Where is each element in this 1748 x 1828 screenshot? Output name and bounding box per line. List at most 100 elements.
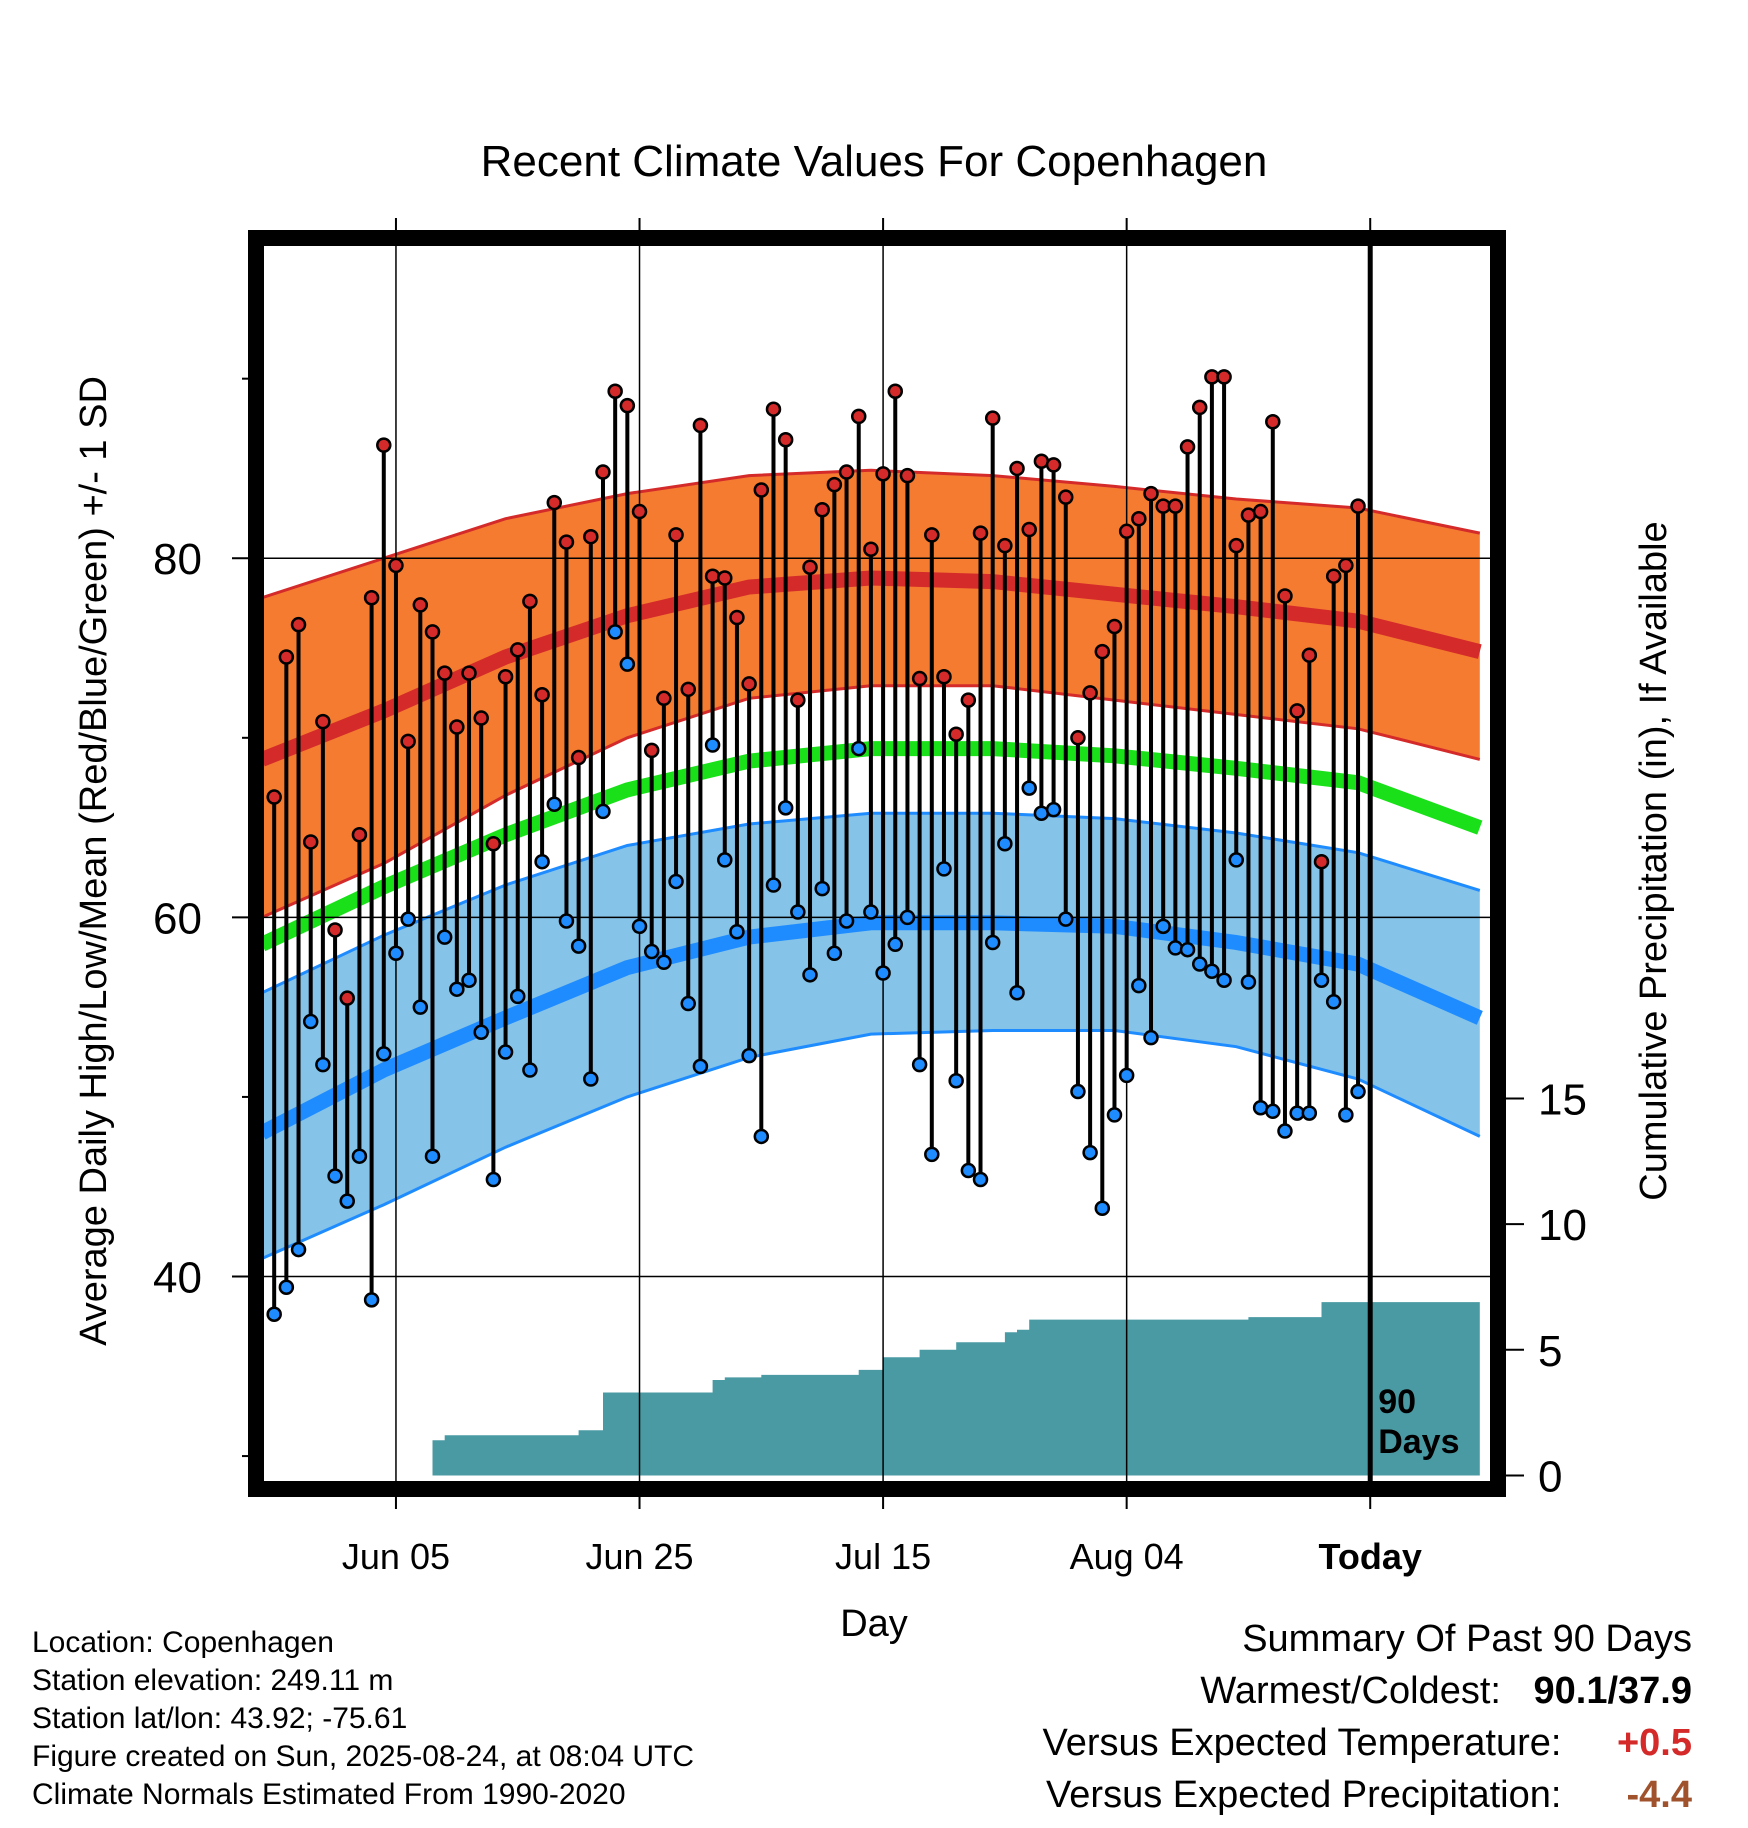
daily-low-point: [1191, 956, 1208, 972]
daily-low-point: [583, 1071, 599, 1087]
daily-low-point: [717, 852, 733, 868]
daily-low-point: [570, 938, 587, 954]
low-lower-edge: [262, 1029, 1481, 1260]
daily-high-point: [680, 681, 696, 698]
summary-temp-row: Versus Expected Temperature: +0.5: [1043, 1722, 1692, 1765]
daily-low-point: [1058, 911, 1074, 927]
precip-label: Versus Expected Precipitation:: [1046, 1774, 1562, 1816]
daily-low-point: [339, 1193, 355, 1209]
daily-low-point: [558, 913, 575, 929]
daily-low-point: [400, 911, 416, 927]
daily-high-point: [643, 742, 660, 759]
y2-tick-label: 10: [1538, 1201, 1587, 1250]
daily-low-point: [607, 624, 623, 640]
precipitation-area: [274, 1302, 1480, 1476]
daily-high-point: [461, 665, 477, 681]
y2-tick-label: 15: [1538, 1075, 1587, 1124]
daily-high-point: [741, 676, 757, 692]
daily-high-point: [1350, 498, 1366, 514]
y2-axis-label: Cumulative Precipitation (in), If Availa…: [1633, 521, 1675, 1200]
daily-high-point: [924, 527, 940, 543]
daily-high-point: [266, 789, 282, 805]
daily-low-point: [875, 965, 891, 981]
elevation-text: Station elevation: 249.11 m: [32, 1664, 394, 1697]
daily-low-point: [814, 880, 830, 897]
high-upper-edge: [262, 468, 1481, 600]
daily-high-point: [1265, 414, 1281, 430]
daily-high-point: [424, 624, 441, 640]
daily-low-point: [863, 904, 879, 920]
x-tick-label: Jun 05: [342, 1536, 450, 1577]
daily-high-point: [899, 467, 916, 484]
daily-high-point: [315, 713, 331, 730]
daily-low-point: [351, 1148, 368, 1164]
daily-low-point: [1313, 972, 1330, 988]
daily-high-point: [302, 834, 319, 850]
daily-high-point: [972, 525, 989, 541]
daily-high-point: [534, 686, 550, 703]
daily-low-point: [1045, 801, 1062, 818]
daily-low-point: [363, 1292, 380, 1308]
daily-high-point: [814, 502, 830, 518]
daily-high-point: [1277, 588, 1293, 604]
daily-high-point: [850, 408, 867, 425]
daily-high-point: [412, 597, 429, 613]
today-marker-label-line: Days: [1378, 1423, 1459, 1461]
summary-precip-row: Versus Expected Precipitation: -4.4: [1046, 1774, 1692, 1817]
daily-high-point: [911, 670, 928, 687]
daily-high-point: [802, 559, 818, 575]
y2-tick-label: 0: [1538, 1452, 1562, 1501]
x-tick-label: Aug 04: [1070, 1536, 1184, 1577]
daily-low-point: [534, 853, 550, 870]
daily-high-point: [1325, 568, 1342, 584]
daily-low-point: [936, 861, 952, 877]
x-tick-label: Jul 15: [835, 1536, 931, 1577]
daily-low-point: [1240, 974, 1257, 990]
daily-high-point: [1021, 521, 1037, 538]
daily-high-point: [509, 642, 526, 658]
daily-high-point: [1301, 647, 1318, 663]
daily-low-point: [595, 803, 611, 820]
daily-high-point: [1009, 460, 1025, 477]
daily-high-point: [473, 710, 489, 726]
plot-area: 90 Days Jun 05 Jun 25 Jul 15 Aug 04 Today 40 60 8…: [153, 218, 1587, 1577]
daily-high-point: [984, 410, 1001, 426]
daily-high-point: [1045, 457, 1062, 473]
daily-high-point: [339, 990, 355, 1006]
daily-low-point: [972, 1171, 989, 1188]
daily-low-point: [497, 1044, 514, 1060]
daily-low-point: [1216, 972, 1232, 988]
daily-low-point: [461, 972, 477, 988]
daily-high-point: [400, 733, 416, 750]
daily-high-point: [1106, 618, 1123, 635]
daily-low-point: [1021, 780, 1037, 796]
daily-low-point: [704, 737, 721, 753]
daily-low-point: [802, 967, 818, 983]
daily-low-point: [680, 995, 696, 1012]
latlon-text: Station lat/lon: 43.92; -75.61: [32, 1702, 408, 1735]
daily-high-point: [936, 669, 952, 685]
chart-title: Recent Climate Values For Copenhagen: [481, 137, 1268, 186]
daily-high-point: [1143, 485, 1159, 502]
daily-low-point: [1167, 940, 1184, 956]
temp-value: +0.5: [1616, 1722, 1692, 1764]
daily-high-point: [826, 476, 843, 493]
summary-warmest-row: Warmest/Coldest: 90.1/37.9: [1200, 1670, 1692, 1713]
x-tick-label: Jun 25: [585, 1536, 693, 1577]
daily-low-point: [790, 904, 806, 920]
daily-high-point: [1252, 503, 1269, 520]
daily-low-point: [924, 1146, 940, 1163]
created-text: Figure created on Sun, 2025-08-24, at 08…: [32, 1740, 695, 1773]
daily-low-point: [826, 945, 843, 962]
daily-low-point: [290, 1241, 307, 1258]
daily-high-point: [619, 397, 636, 414]
daily-low-point: [388, 945, 404, 962]
daily-high-point: [1118, 523, 1135, 540]
daily-high-point: [1289, 703, 1305, 719]
daily-low-point: [266, 1306, 282, 1322]
daily-high-point: [692, 417, 709, 434]
daily-low-point: [1143, 1029, 1159, 1046]
daily-high-point: [1179, 439, 1196, 455]
daily-high-point: [668, 527, 684, 543]
